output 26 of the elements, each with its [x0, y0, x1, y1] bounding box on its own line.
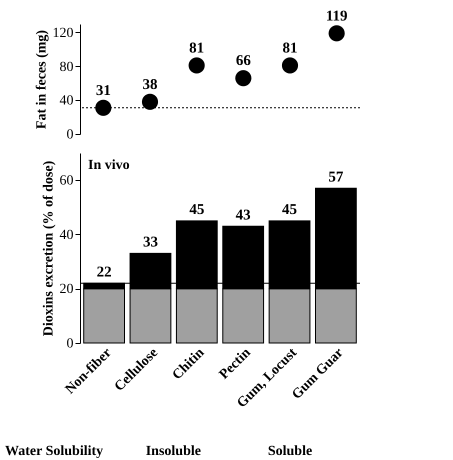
total-label: 22 — [96, 264, 112, 280]
total-label: 45 — [282, 202, 298, 218]
total-label: 45 — [189, 202, 204, 218]
y-tick-label: 60 — [60, 174, 74, 189]
data-label: 81 — [189, 40, 204, 56]
data-label: 38 — [142, 76, 158, 93]
y-tick-label: 40 — [60, 94, 74, 109]
annotation: In vivo — [88, 158, 130, 173]
y-tick-label: 0 — [66, 336, 74, 352]
data-label: 66 — [236, 53, 252, 70]
data-label: 31 — [96, 82, 111, 99]
y-axis-title: Fat in feces (mg) — [34, 30, 50, 130]
total-label: 57 — [328, 169, 344, 186]
total-label: 33 — [142, 234, 158, 250]
y-tick-label: 20 — [60, 282, 74, 298]
y-tick-label: 120 — [52, 26, 74, 41]
total-label: 43 — [236, 207, 251, 224]
y-tick-label: 0 — [66, 128, 74, 142]
data-label: 81 — [282, 40, 298, 56]
y-tick-label: 40 — [60, 228, 74, 243]
y-tick-label: 80 — [60, 60, 74, 75]
y-axis-title: Dioxins excretion (% of dose) — [42, 160, 56, 336]
data-label: 119 — [326, 8, 348, 24]
text: Soluble — [268, 444, 312, 459]
text: Water Solubility — [5, 444, 104, 459]
text: Insoluble — [146, 444, 201, 459]
